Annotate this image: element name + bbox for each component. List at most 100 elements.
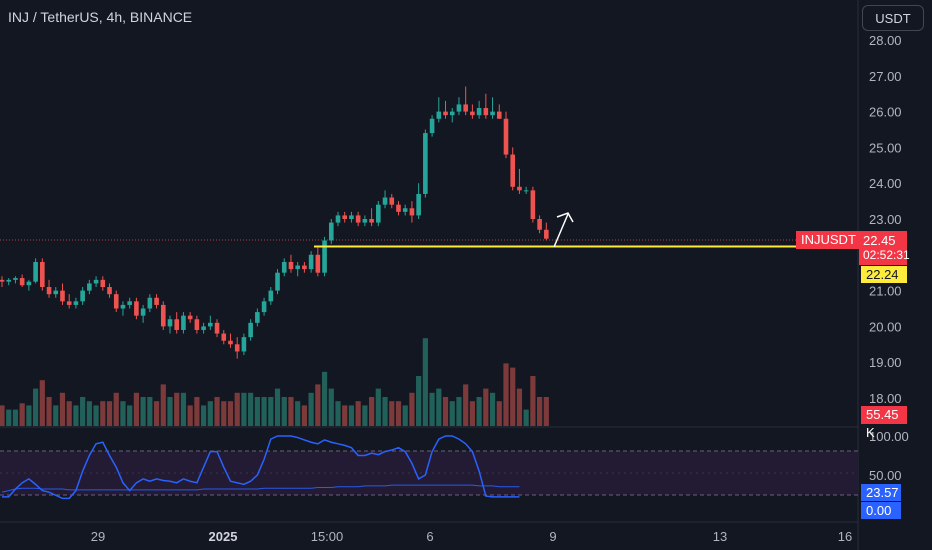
candle[interactable]: [120, 301, 126, 316]
candle[interactable]: [275, 269, 280, 295]
candle[interactable]: [342, 211, 348, 223]
candle[interactable]: [194, 315, 200, 334]
candle[interactable]: [503, 111, 509, 159]
candle[interactable]: [174, 312, 180, 334]
volume-bar: [214, 397, 220, 426]
candle[interactable]: [40, 258, 45, 291]
candle[interactable]: [517, 168, 522, 194]
candle[interactable]: [456, 97, 462, 116]
candle[interactable]: [281, 258, 287, 277]
candle[interactable]: [537, 215, 542, 234]
candle[interactable]: [87, 279, 92, 295]
candle[interactable]: [187, 312, 193, 323]
candle[interactable]: [93, 276, 99, 288]
candle[interactable]: [315, 247, 321, 277]
candle[interactable]: [208, 315, 213, 330]
candle[interactable]: [483, 93, 489, 119]
candle[interactable]: [100, 276, 106, 291]
volume-bar: [120, 401, 126, 426]
candle[interactable]: [46, 279, 52, 298]
candle[interactable]: [107, 283, 112, 298]
candle[interactable]: [73, 297, 79, 309]
candle[interactable]: [510, 147, 516, 191]
candle[interactable]: [167, 315, 173, 334]
candle[interactable]: [463, 86, 468, 116]
candle[interactable]: [19, 274, 25, 288]
candle[interactable]: [335, 211, 341, 227]
candle[interactable]: [66, 294, 72, 309]
candle[interactable]: [268, 287, 274, 305]
volume-bar: [187, 405, 193, 426]
candle[interactable]: [530, 186, 536, 223]
candle[interactable]: [13, 276, 18, 284]
candle[interactable]: [127, 297, 132, 309]
candle[interactable]: [33, 258, 38, 284]
candle[interactable]: [349, 211, 354, 223]
candle[interactable]: [147, 294, 153, 313]
candle[interactable]: [80, 287, 85, 305]
candle[interactable]: [476, 100, 482, 119]
candle[interactable]: [214, 319, 220, 338]
candle[interactable]: [201, 322, 206, 334]
candles[interactable]: [0, 86, 549, 359]
candle[interactable]: [409, 201, 415, 223]
time-tick-label: 6: [426, 529, 433, 544]
volume-bar: [274, 388, 281, 426]
arrow-up-drawing[interactable]: [553, 212, 574, 248]
candle[interactable]: [154, 294, 159, 309]
volume-bar: [442, 397, 449, 426]
candle[interactable]: [396, 201, 401, 216]
candle[interactable]: [416, 183, 421, 219]
candle[interactable]: [449, 108, 455, 123]
candle[interactable]: [181, 312, 186, 334]
candle[interactable]: [308, 251, 314, 273]
volume-bar: [12, 409, 19, 426]
candle[interactable]: [376, 201, 381, 227]
candle[interactable]: [402, 204, 408, 216]
candle[interactable]: [113, 290, 119, 313]
candle[interactable]: [134, 297, 139, 320]
candle[interactable]: [248, 319, 253, 341]
price-tick-label: 23.00: [869, 212, 902, 227]
candle[interactable]: [26, 279, 32, 291]
candle[interactable]: [160, 301, 166, 330]
candle[interactable]: [60, 283, 65, 305]
time-axis[interactable]: 29 2025 15:00 6 9 13 16: [91, 529, 852, 544]
candle[interactable]: [6, 278, 12, 286]
candle[interactable]: [523, 186, 529, 194]
candle[interactable]: [322, 236, 327, 277]
candle[interactable]: [302, 261, 307, 273]
candle[interactable]: [389, 193, 395, 209]
candle[interactable]: [295, 261, 300, 277]
candle[interactable]: [288, 254, 294, 273]
candle[interactable]: [140, 304, 146, 323]
candle[interactable]: [261, 297, 267, 316]
candle[interactable]: [429, 115, 435, 137]
candle[interactable]: [328, 219, 334, 245]
candle[interactable]: [221, 329, 227, 345]
candle[interactable]: [490, 97, 495, 119]
price-axis[interactable]: 28.00 27.00 26.00 25.00 24.00 23.00 21.00 20.00…: [869, 33, 902, 406]
candle[interactable]: [255, 308, 260, 327]
currency-selector-button[interactable]: USDT: [862, 5, 924, 31]
last-price-badge: 22.45 02:52:31: [859, 231, 910, 265]
candle[interactable]: [355, 211, 361, 227]
candle[interactable]: [0, 276, 5, 288]
rsi-axis[interactable]: 100.00 50.00: [869, 429, 909, 483]
candle[interactable]: [436, 97, 442, 123]
candle[interactable]: [362, 215, 368, 227]
candle[interactable]: [423, 129, 428, 198]
candle[interactable]: [53, 287, 59, 298]
candle[interactable]: [544, 222, 549, 241]
candle[interactable]: [228, 333, 233, 348]
symbol-badge: INJUSDT: [796, 231, 861, 249]
candle[interactable]: [234, 337, 240, 359]
candle[interactable]: [470, 104, 475, 119]
candle[interactable]: [443, 100, 448, 119]
candle[interactable]: [496, 104, 502, 119]
candle[interactable]: [382, 190, 388, 209]
candle[interactable]: [369, 208, 374, 227]
symbol-title[interactable]: INJ / TetherUS, 4h, BINANCE: [8, 9, 193, 25]
candle[interactable]: [241, 333, 247, 356]
